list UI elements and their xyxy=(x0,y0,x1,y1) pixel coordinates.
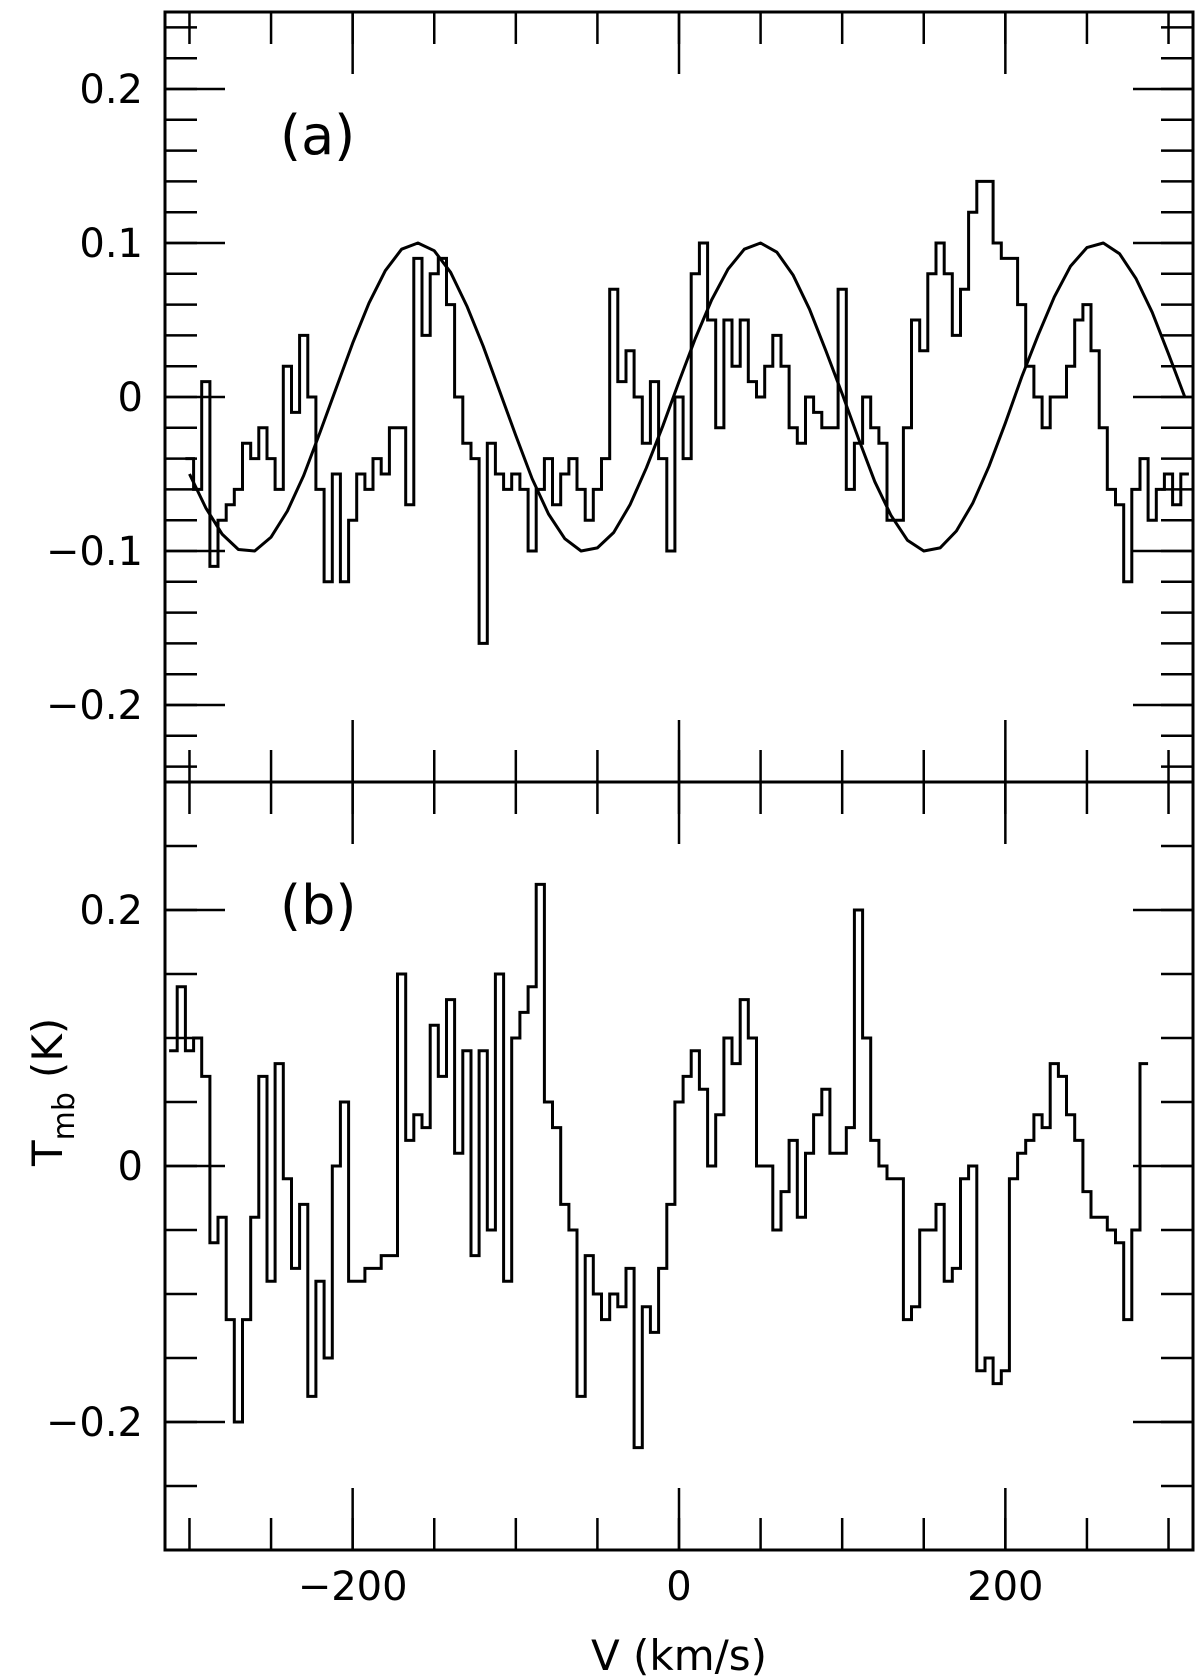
y-axis-label-unit: (K) xyxy=(23,1018,72,1078)
x-tick-label: 0 xyxy=(666,1564,691,1610)
y-tick-label: −0.2 xyxy=(46,1400,143,1446)
y-tick-label: 0.1 xyxy=(79,221,143,267)
panel-label: (b) xyxy=(280,874,356,937)
spectrum-step-line xyxy=(185,179,1189,645)
y-axis-label: Tmb (K) xyxy=(23,1018,82,1167)
x-axis-label: V (km/s) xyxy=(591,1631,767,1680)
y-tick-label: −0.2 xyxy=(46,683,143,729)
y-tick-label: 0.2 xyxy=(79,67,143,113)
y-tick-label: 0 xyxy=(118,1144,143,1190)
y-tick-label: −0.1 xyxy=(46,529,143,575)
panel-a: 0.2 0.1 0 −0.1 −0.2 (a) xyxy=(46,10,1195,784)
x-tick-label: −200 xyxy=(298,1564,408,1610)
y-tick-label: 0.2 xyxy=(79,888,143,934)
panel-label: (a) xyxy=(280,104,355,167)
spectrum-step-line xyxy=(169,882,1149,1450)
y-tick-label: 0 xyxy=(118,375,143,421)
panel-b: 0.2 0 −0.2 −200 0 200 (b) V (km/s) Tmb (K) xyxy=(23,780,1195,1680)
x-tick-label: 200 xyxy=(967,1564,1043,1610)
y-axis-label-text: Tmb (K) xyxy=(23,1018,82,1167)
y-axis-label-sub: mb xyxy=(47,1092,82,1140)
sinusoid-fit-curve xyxy=(188,241,1187,553)
y-axis-label-main: T xyxy=(23,1140,72,1167)
